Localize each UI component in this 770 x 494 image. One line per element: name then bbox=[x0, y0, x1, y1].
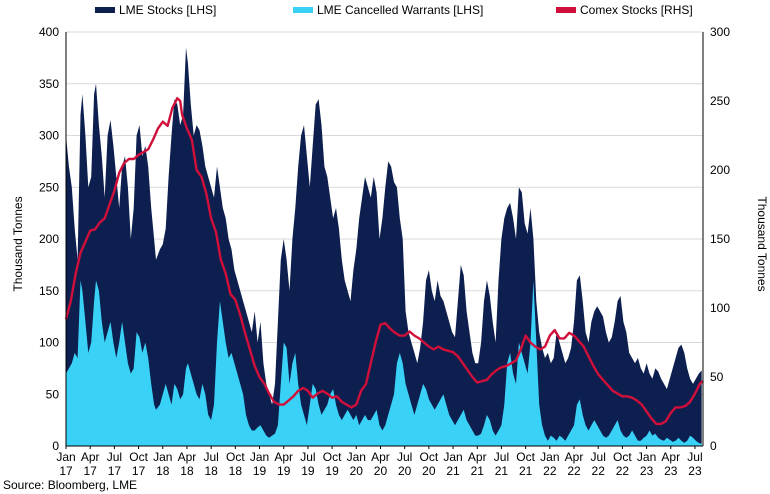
x-tick-label-month: Apr bbox=[274, 450, 293, 464]
x-tick-label-month: Jan bbox=[250, 450, 269, 464]
x-tick-label-month: Jan bbox=[637, 450, 656, 464]
x-tick-label-month: Jul bbox=[300, 450, 315, 464]
x-tick-label-month: Apr bbox=[81, 450, 100, 464]
x-tick-label-year: 18 bbox=[156, 464, 170, 478]
x-tick-label-month: Jul bbox=[397, 450, 412, 464]
x-tick-label-month: Jul bbox=[494, 450, 509, 464]
y-tick-label-right: 0 bbox=[710, 439, 717, 453]
x-tick-label-year: 19 bbox=[253, 464, 267, 478]
x-tick-label-month: Jul bbox=[687, 450, 702, 464]
y-tick-label-right: 250 bbox=[710, 94, 730, 108]
x-tick-label-month: Jul bbox=[203, 450, 218, 464]
x-tick-label-month: Jan bbox=[153, 450, 172, 464]
y-tick-label-left: 250 bbox=[39, 180, 59, 194]
legend-label-0: LME Stocks [LHS] bbox=[119, 3, 216, 17]
y-tick-label-left: 50 bbox=[46, 387, 60, 401]
x-tick-label-month: Apr bbox=[661, 450, 680, 464]
x-tick-label-month: Oct bbox=[129, 450, 148, 464]
x-tick-label-year: 19 bbox=[325, 464, 339, 478]
axes: 0 50 100 150 200 250 300 350 400 0 50 100 150 200 250 3… bbox=[39, 25, 730, 478]
y-tick-label-left: 350 bbox=[39, 77, 59, 91]
y-tick-label-left: 200 bbox=[39, 232, 59, 246]
x-tick-label-month: Oct bbox=[613, 450, 632, 464]
x-tick-label-year: 21 bbox=[446, 464, 460, 478]
legend-label-2: Comex Stocks [RHS] bbox=[580, 3, 693, 17]
y-tick-label-right: 200 bbox=[710, 163, 730, 177]
x-tick-label-year: 23 bbox=[640, 464, 654, 478]
x-tick-label-month: Oct bbox=[516, 450, 535, 464]
x-tick-label-month: Apr bbox=[178, 450, 197, 464]
x-tick-label-year: 17 bbox=[108, 464, 122, 478]
x-tick-label-month: Jan bbox=[56, 450, 75, 464]
x-tick-label-year: 23 bbox=[664, 464, 678, 478]
x-tick-label-month: Apr bbox=[565, 450, 584, 464]
legend-swatch-0 bbox=[95, 7, 115, 13]
x-tick-label-year: 21 bbox=[519, 464, 533, 478]
x-tick-label-month: Jul bbox=[107, 450, 122, 464]
series-area-1 bbox=[66, 280, 702, 446]
x-tick-label-month: Apr bbox=[371, 450, 390, 464]
x-tick-label-year: 19 bbox=[277, 464, 291, 478]
x-tick-label-year: 18 bbox=[204, 464, 218, 478]
x-tick-label-year: 17 bbox=[132, 464, 146, 478]
x-tick-label-year: 22 bbox=[616, 464, 630, 478]
source-note: Source: Bloomberg, LME bbox=[3, 478, 137, 492]
y-tick-label-left: 300 bbox=[39, 129, 59, 143]
x-tick-label-year: 21 bbox=[495, 464, 509, 478]
x-tick-label-year: 17 bbox=[59, 464, 73, 478]
x-tick-label-month: Oct bbox=[323, 450, 342, 464]
x-tick-label-year: 22 bbox=[567, 464, 581, 478]
legend-swatch-1 bbox=[293, 7, 313, 13]
x-tick-label-year: 17 bbox=[84, 464, 98, 478]
x-tick-label-year: 21 bbox=[471, 464, 485, 478]
legend-swatch-2 bbox=[556, 7, 576, 13]
x-tick-label-year: 22 bbox=[592, 464, 606, 478]
x-tick-label-month: Oct bbox=[420, 450, 439, 464]
x-tick-label-month: Jan bbox=[347, 450, 366, 464]
series-area-0 bbox=[66, 47, 702, 446]
x-tick-label-year: 20 bbox=[398, 464, 412, 478]
y-tick-label-left: 400 bbox=[39, 25, 59, 39]
x-tick-label-year: 19 bbox=[301, 464, 315, 478]
y-tick-label-left: 150 bbox=[39, 284, 59, 298]
series-line-2 bbox=[64, 97, 704, 426]
y-tick-label-right: 150 bbox=[710, 232, 730, 246]
x-tick-label-month: Jan bbox=[443, 450, 462, 464]
legend-label-1: LME Cancelled Warrants [LHS] bbox=[317, 3, 483, 17]
y-tick-label-right: 300 bbox=[710, 25, 730, 39]
x-tick-label-year: 18 bbox=[180, 464, 194, 478]
x-tick-label-year: 20 bbox=[422, 464, 436, 478]
y-tick-label-left: 0 bbox=[52, 439, 59, 453]
series-layer bbox=[64, 47, 704, 446]
y-tick-label-left: 100 bbox=[39, 336, 59, 350]
y-axis-label-right: Thousand Tonnes bbox=[755, 196, 769, 291]
x-tick-label-month: Oct bbox=[226, 450, 245, 464]
x-tick-label-month: Jan bbox=[540, 450, 559, 464]
y-tick-label-right: 50 bbox=[710, 370, 724, 384]
x-tick-label-year: 18 bbox=[229, 464, 243, 478]
y-tick-label-right: 100 bbox=[710, 301, 730, 315]
x-tick-label-year: 22 bbox=[543, 464, 557, 478]
legend: LME Stocks [LHS] LME Cancelled Warrants [… bbox=[95, 3, 693, 17]
x-tick-label-month: Jul bbox=[591, 450, 606, 464]
x-tick-label-year: 20 bbox=[350, 464, 364, 478]
x-tick-label-year: 20 bbox=[374, 464, 388, 478]
x-tick-label-year: 23 bbox=[688, 464, 702, 478]
x-tick-label-month: Apr bbox=[468, 450, 487, 464]
y-axis-label-left: Thousand Tonnes bbox=[11, 196, 25, 291]
